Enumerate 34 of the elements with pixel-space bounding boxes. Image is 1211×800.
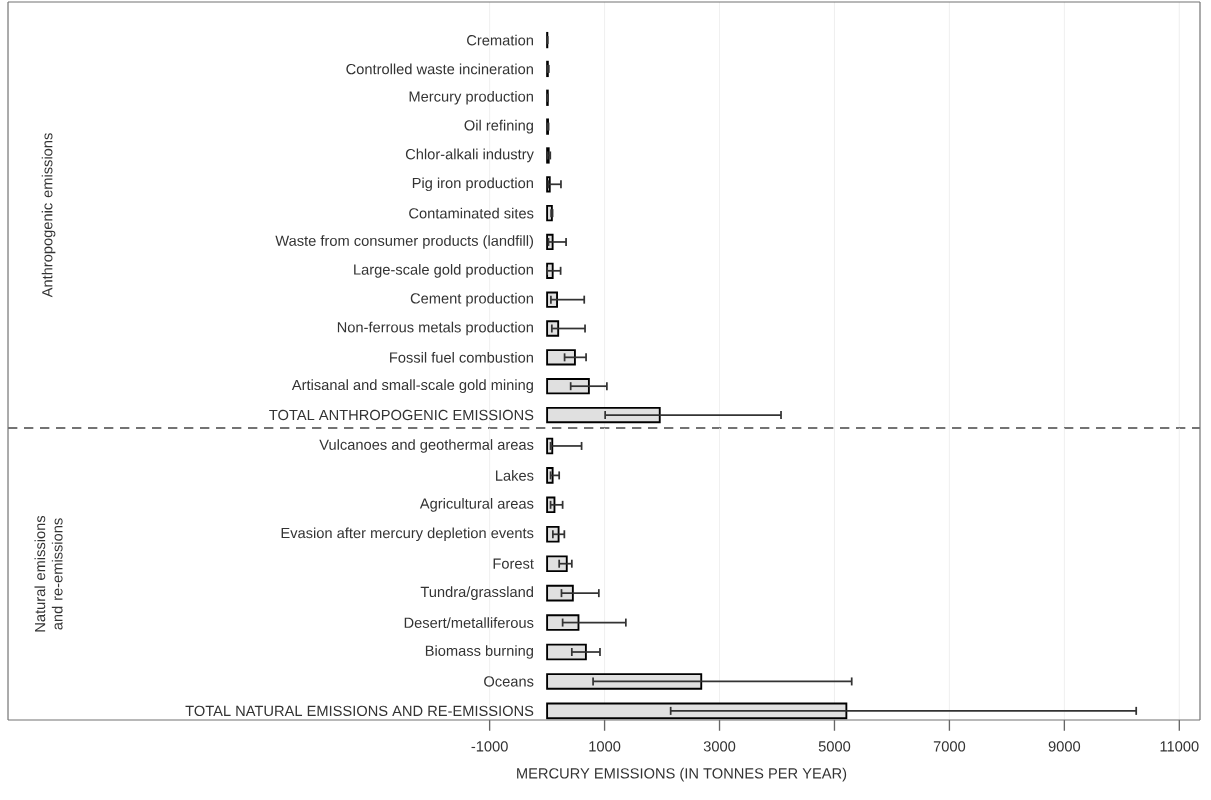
y-axis-title: Natural emissions and re-emissions — [34, 515, 63, 632]
x-axis-title: MERCURY EMISSIONS (IN TONNES PER YEAR) — [517, 767, 847, 782]
y-tick-label: Fossil fuel combustion — [390, 351, 533, 363]
y-tick-label: Agricultural areas — [419, 498, 534, 512]
y-tick-label: Biomass burning — [425, 645, 533, 659]
y-tick-label: Controlled waste incineration — [346, 63, 533, 75]
y-tick-label: Vulcanoes and geothermal areas — [319, 439, 534, 453]
x-tick-label: 3000 — [703, 741, 736, 752]
y-tick-label: TOTAL NATURAL EMISSIONS AND RE-EMISSIONS — [185, 705, 534, 717]
x-tick-label: 11000 — [1160, 741, 1199, 752]
y-tick-label: Contaminated sites — [409, 207, 534, 219]
x-tick-label: 7000 — [933, 741, 966, 752]
y-tick-label: Chlor-alkali industry — [405, 148, 534, 163]
y-tick-label: Forest — [493, 558, 534, 569]
y-axis-title: Anthropogenic emissions — [41, 133, 56, 298]
y-tick-label: Waste from consumer products (landfill) — [275, 235, 534, 249]
y-tick-label: Pig iron production — [412, 177, 533, 192]
y-tick-label: Tundra/grassland — [420, 586, 533, 600]
x-tick-label: 5000 — [818, 741, 851, 752]
y-tick-label: Artisanal and small-scale gold mining — [291, 379, 533, 394]
x-tick-label: -1000 — [471, 741, 508, 752]
x-tick-label: 9000 — [1048, 741, 1081, 752]
x-tick-label: 1000 — [589, 741, 621, 752]
y-tick-label: TOTAL ANTHROPOGENIC EMISSIONS — [269, 409, 534, 421]
y-tick-label: Lakes — [496, 470, 534, 481]
y-tick-label: Oil refining — [464, 119, 533, 134]
y-tick-label: Cement production — [410, 292, 533, 307]
y-tick-label: Desert/metalliferous — [404, 617, 534, 628]
y-tick-label: Cremation — [467, 34, 533, 46]
y-tick-label: Evasion after mercury depletion events — [281, 527, 534, 542]
y-tick-label: Large-scale gold production — [354, 263, 533, 278]
y-tick-label: Mercury production — [409, 90, 533, 105]
y-tick-label: Oceans — [484, 676, 534, 687]
y-tick-label: Non-ferrous metals production — [337, 321, 533, 336]
